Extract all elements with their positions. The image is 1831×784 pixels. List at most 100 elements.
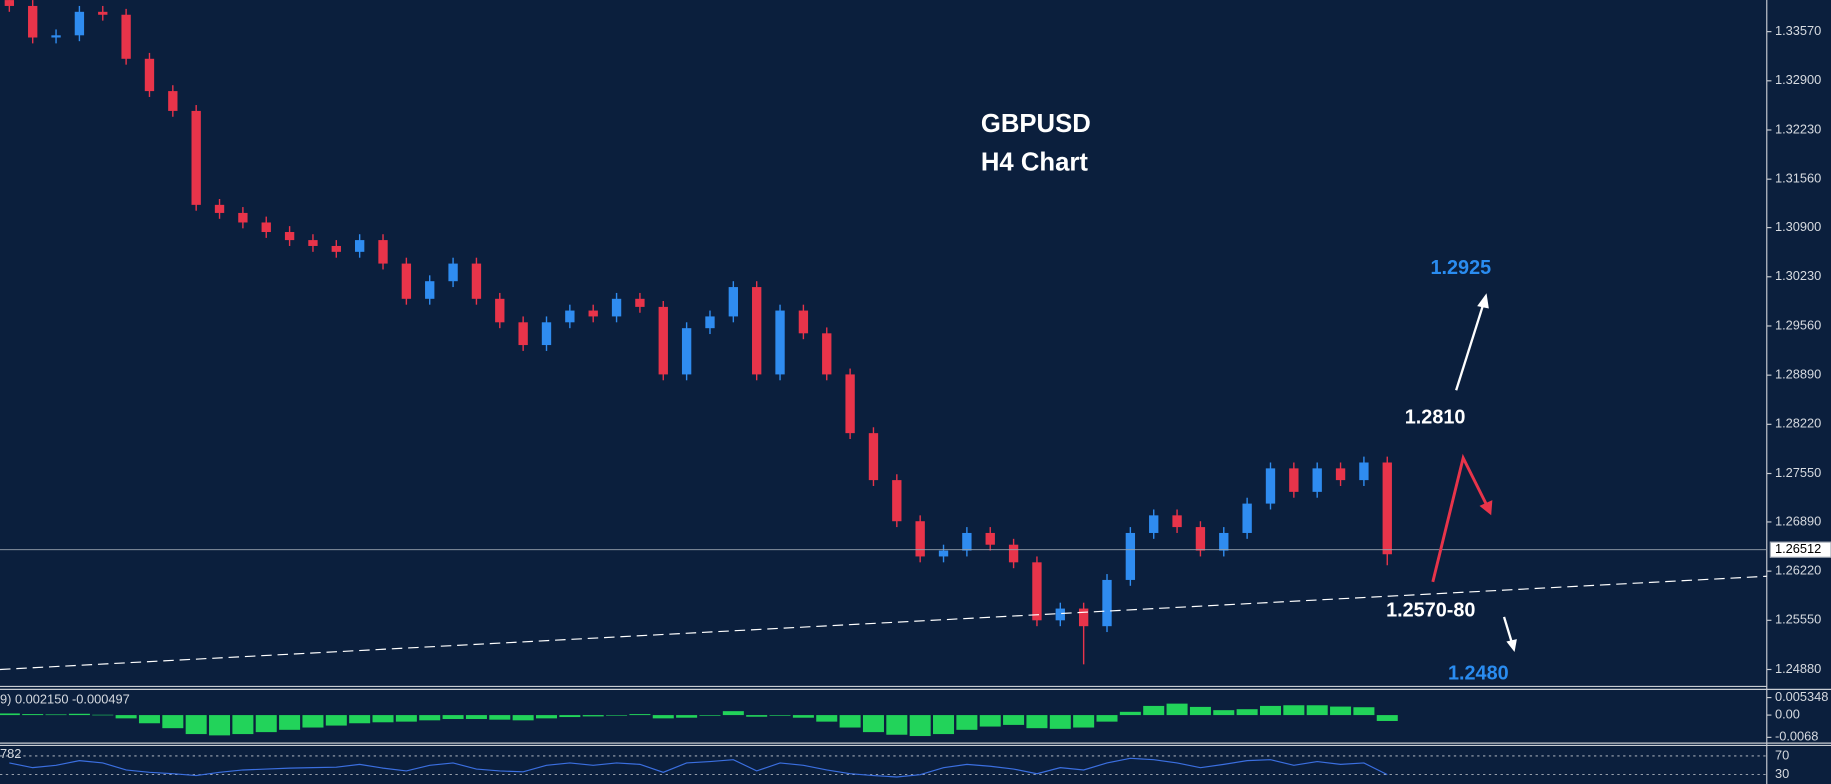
candle-body [681,328,692,375]
candle-body [168,91,178,111]
macd-bar [138,715,160,724]
candle-body [565,310,575,323]
y-tick-label: 1.30230 [1775,268,1821,283]
annotation: 1.2925 [1430,257,1491,279]
macd-bar [115,715,137,719]
macd-bar [209,715,231,736]
y-tick-label: 1.31560 [1775,171,1821,186]
arrow-head [1477,293,1489,309]
macd-bar [909,715,931,737]
y-tick-label: 1.32230 [1775,121,1821,136]
candle-body [1008,544,1019,563]
rsi-tick-label: 30 [1775,766,1789,781]
annotation: 1.2570-80 [1386,599,1475,621]
candle-body [635,298,645,307]
y-tick-label: 1.28220 [1775,416,1821,431]
macd-bar [535,715,558,719]
candle-body [915,521,925,557]
macd-bar [933,715,955,735]
y-tick-label: 1.28890 [1775,367,1821,382]
candle-body [121,14,131,59]
arrow [1502,616,1514,645]
candle-body [1055,608,1065,621]
macd-bar [1259,705,1281,716]
candle-body [401,263,412,299]
y-tick-label: 1.24880 [1775,661,1821,676]
candle-body [1265,468,1276,504]
candle-body [822,333,832,375]
macd-bar [1353,707,1375,716]
candle-body [1032,562,1042,621]
candle-body [798,310,809,334]
y-tick-label: 1.32900 [1775,72,1821,87]
macd-bar [839,715,861,728]
candle-body [1195,527,1206,551]
candle-body [144,58,155,92]
candle-body [471,263,482,299]
candle-body [308,240,318,246]
macd-bar [419,715,441,721]
candle-body [938,550,949,557]
candle-body [892,480,902,522]
candle-body [4,0,15,6]
candle-body [354,240,365,252]
candle-body [1078,608,1089,627]
macd-bar [255,715,277,733]
candle-body [1149,515,1159,533]
macd-bar [185,715,207,735]
macd-bar [1119,711,1141,716]
macd-bar [559,715,581,718]
macd-tick-label: 0.005348 [1775,689,1829,704]
macd-bar [325,715,347,726]
macd-bar [1003,715,1025,725]
macd-bar [1096,715,1118,722]
macd-bar [232,715,254,735]
macd-bar [652,715,674,719]
macd-bar [769,715,791,716]
macd-bar [676,715,698,718]
macd-bar [606,715,628,716]
y-tick-label: 1.25550 [1775,612,1821,627]
y-tick-label: 1.30900 [1775,219,1821,234]
candle-body [775,310,785,375]
candle-body [1335,468,1346,481]
candle-body [191,110,201,205]
macd-bar [279,715,301,730]
y-tick-label: 1.26890 [1775,513,1821,528]
candle-body [238,212,248,223]
macd-bar [68,713,90,716]
macd-bar [395,715,417,722]
candle-body [752,287,762,375]
macd-label: 9) 0.002150 -0.000497 [0,691,130,706]
candle-body [261,222,271,233]
candle-body [962,532,972,551]
macd-bar [1236,709,1258,716]
macd-bar [886,715,908,735]
candle-body [611,298,622,317]
macd-bar [792,715,814,718]
candle-body [51,35,61,38]
macd-tick-label: 0.00 [1775,706,1800,721]
y-tick-label: 1.29560 [1775,317,1821,332]
macd-bar [1189,706,1211,716]
candle-body [1359,462,1369,481]
candle-body [331,245,341,252]
macd-bar [629,714,651,716]
chart-subtitle: H4 Chart [981,148,1088,176]
candle-body [1312,468,1322,492]
arrow [1455,301,1486,391]
y-tick-label: 1.26220 [1775,563,1821,578]
macd-bar [979,715,1001,727]
candle-body [495,298,505,323]
macd-bar [956,715,978,730]
candle-body [1289,468,1299,492]
macd-bar [22,714,44,716]
current-price-label: 1.26512 [1775,541,1821,556]
candle-body [588,310,598,317]
candle-body [28,5,38,38]
annotation: 1.2480 [1448,662,1509,684]
annotation: 1.2810 [1405,407,1466,429]
macd-bar [862,715,884,733]
